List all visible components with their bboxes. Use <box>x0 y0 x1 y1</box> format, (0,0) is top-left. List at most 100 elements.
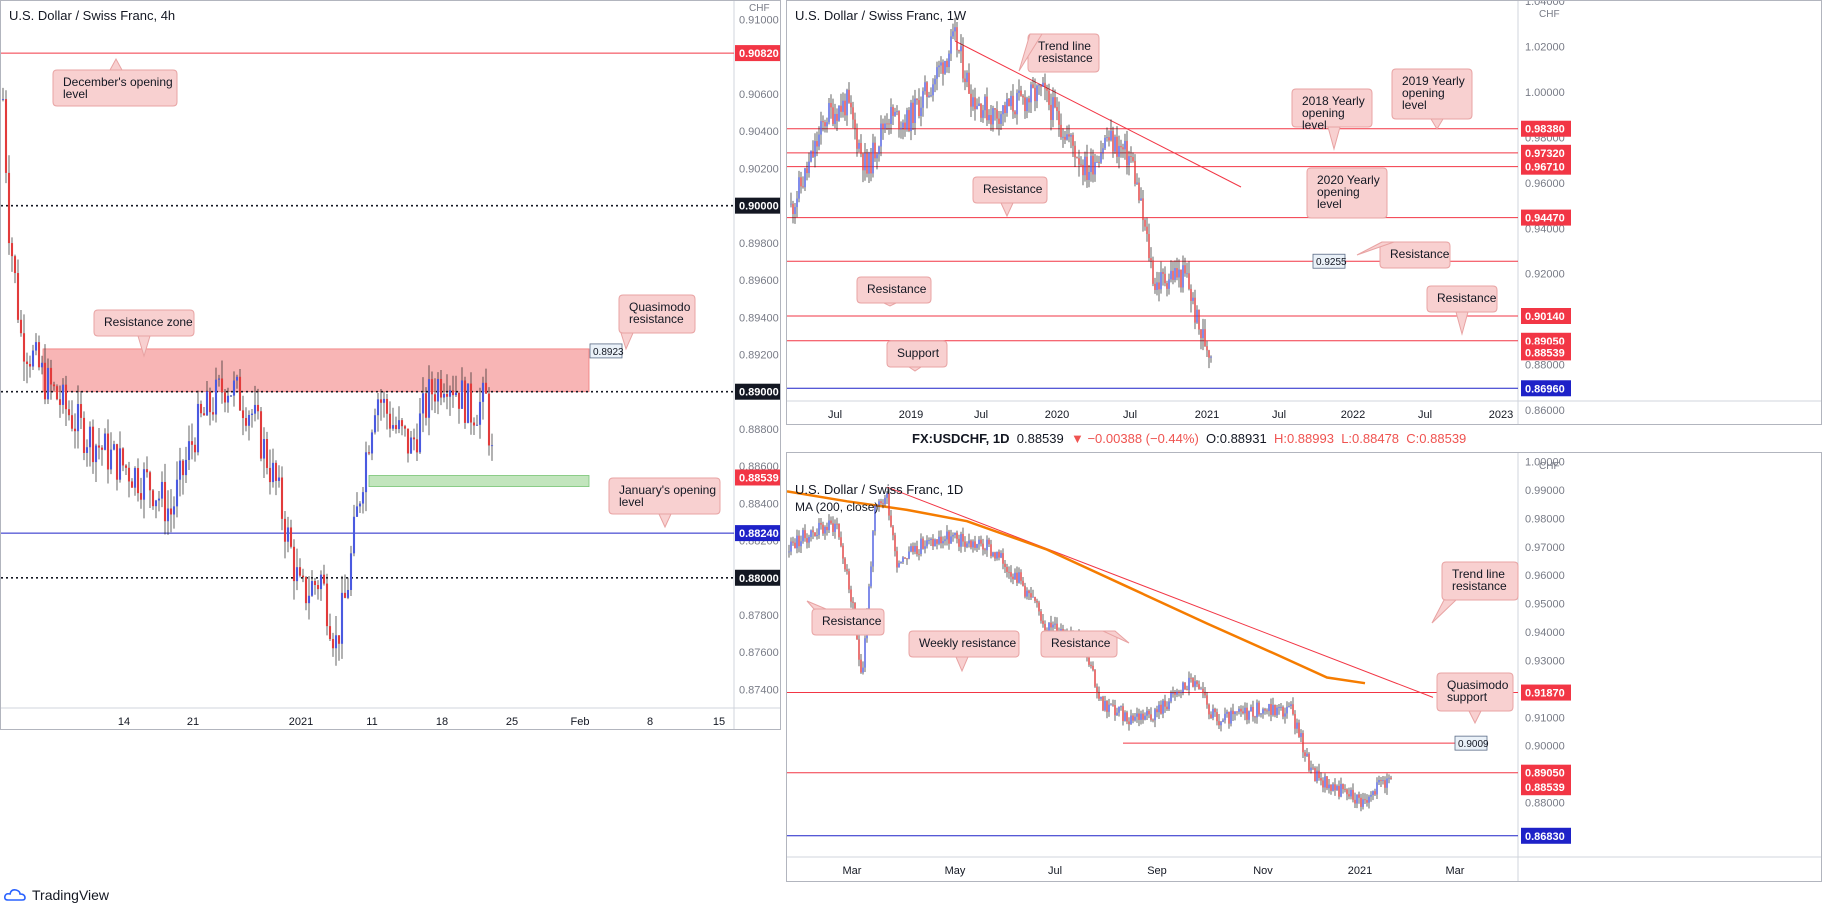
d1-candle-body <box>950 536 952 544</box>
d1-candle-body <box>1212 708 1214 719</box>
w1-candle-body <box>1182 265 1184 288</box>
d1-candle-body <box>1198 684 1200 689</box>
h4-candle-body <box>121 448 125 466</box>
d1-candle-body <box>806 538 808 543</box>
h4-chart-panel[interactable]: CHF 0.91000 0.90600 0.90400 0.90200 0.89800 0.… <box>0 0 781 730</box>
w1-callout-2020-text: opening <box>1317 185 1360 199</box>
w1-callout-2019-text: level <box>1402 98 1427 112</box>
d1-y-tick: 0.95000 <box>1525 599 1565 611</box>
h4-candle-body <box>373 415 377 433</box>
w1-candle-body <box>814 141 816 157</box>
w1-candle-body <box>972 97 974 107</box>
d1-candle-body <box>794 542 796 549</box>
d1-y-tick: 1.00000 <box>1525 457 1565 469</box>
d1-candle-body <box>1002 553 1004 564</box>
d1-candle-body <box>1094 670 1096 687</box>
h4-candle-body <box>286 527 290 542</box>
w1-candle-body <box>862 153 864 171</box>
d1-candle-body <box>1278 707 1280 708</box>
h4-candle-body <box>7 172 11 244</box>
d1-candle-body <box>1232 710 1234 715</box>
w1-candle-body <box>1148 234 1150 259</box>
w1-candle-body <box>874 142 876 159</box>
w1-candle-body <box>884 123 886 129</box>
w1-candle-body <box>1054 97 1056 108</box>
d1-candle-body <box>994 552 996 559</box>
w1-callout-2020-text: 2020 Yearly <box>1317 173 1380 187</box>
d1-candle-body <box>1022 580 1024 586</box>
d1-candle-body <box>1386 778 1388 788</box>
tradingview-logo[interactable]: TradingView <box>4 887 109 903</box>
d1-candle-body <box>1194 681 1196 687</box>
w1-candle-body <box>1140 198 1142 201</box>
d1-candle-body <box>824 526 826 534</box>
d1-candle-body <box>808 536 810 543</box>
h4-candle-body <box>19 319 23 334</box>
w1-candle-body <box>1164 273 1166 284</box>
d1-candle-body <box>894 535 896 552</box>
w1-chart-canvas[interactable]: CHF1.040001.020001.000000.980000.960000.… <box>787 1 1822 425</box>
h4-x-tick: 25 <box>506 716 518 728</box>
w1-candle-body <box>1120 145 1122 148</box>
w1-candle-body <box>1180 269 1182 288</box>
h4-candle-body <box>316 585 320 590</box>
h4-price-badge <box>735 197 780 214</box>
h4-candle-body <box>196 403 200 453</box>
d1-candle-body <box>1088 657 1090 665</box>
w1-candle-body <box>1064 136 1066 140</box>
w1-candle-body <box>1074 145 1076 158</box>
d1-candle-body <box>818 522 820 535</box>
d1-callout-resistance-2-pointer <box>1102 630 1130 644</box>
d1-candle-body <box>1372 791 1374 795</box>
d1-candle-body <box>1330 784 1332 791</box>
h4-candle-body <box>106 433 110 470</box>
d1-candle-body <box>1266 710 1268 712</box>
h4-candle-body <box>301 575 305 578</box>
w1-candle-body <box>1188 273 1190 289</box>
h4-candle-body <box>49 367 53 385</box>
d1-candle-body <box>966 543 968 547</box>
d1-candle-body <box>1202 688 1204 694</box>
w1-candle-body <box>950 36 952 54</box>
w1-candle-body <box>834 113 836 124</box>
h4-candle-body <box>187 441 191 460</box>
d1-candle-body <box>1324 776 1326 788</box>
d1-candle-body <box>1108 704 1110 712</box>
d1-candle-body <box>1144 715 1146 720</box>
d1-candle-body <box>1102 696 1104 711</box>
h4-candle-body <box>172 506 176 515</box>
w1-candle-body <box>1068 134 1070 137</box>
w1-candle-body <box>1206 346 1208 351</box>
w1-price-badge <box>1521 209 1571 226</box>
d1-candle-body <box>1308 753 1310 771</box>
d1-candle-body <box>1382 780 1384 782</box>
w1-x-tick: Jul <box>1123 409 1137 421</box>
w1-candle-body <box>1126 140 1128 166</box>
d1-candle-body <box>1224 713 1226 721</box>
w1-candle-body <box>962 46 964 79</box>
w1-candle-body <box>1048 90 1050 105</box>
d1-x-tick: May <box>945 865 966 877</box>
w1-candle-body <box>1142 198 1144 221</box>
w1-callout-trendline-text: resistance <box>1038 51 1093 65</box>
d1-candle-body <box>1312 767 1314 769</box>
w1-callout-resistance-3-pointer <box>883 302 897 307</box>
w1-chart-panel[interactable]: CHF 1.04000 1.02000 1.00000 0.98000 0.96000 0.… <box>786 0 1822 425</box>
w1-candle-body <box>1210 356 1212 358</box>
h4-price-badge-text: 0.88240 <box>739 528 779 540</box>
d1-candle-body <box>924 546 926 549</box>
d1-candle-body <box>1268 704 1270 712</box>
d1-candle-body <box>952 534 954 537</box>
d1-candle-body <box>1156 709 1158 713</box>
w1-candle-body <box>984 96 986 111</box>
d1-candle-body <box>946 531 948 540</box>
w1-candle-body <box>812 150 814 157</box>
d1-candle-body <box>1004 563 1006 567</box>
d1-chart-panel[interactable]: CHF 1.00000 0.99000 0.98000 0.97000 0.96000 0.… <box>786 452 1822 882</box>
d1-candle-body <box>914 546 916 552</box>
d1-callout-trendline-pointer <box>1431 599 1458 624</box>
w1-candle-body <box>1018 90 1020 93</box>
h4-price-badge-text: 0.88539 <box>739 472 779 484</box>
